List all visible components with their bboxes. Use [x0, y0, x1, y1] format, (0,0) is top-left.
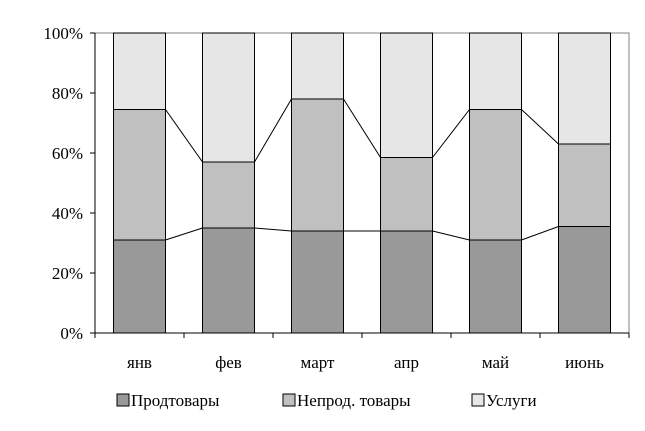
- series-line-2-1: [165, 109, 203, 163]
- series-line-2-4: [432, 109, 470, 158]
- bar-3-5: [469, 32, 522, 110]
- bar-1-4: [380, 230, 433, 334]
- x-tick-label-6: июнь: [565, 353, 604, 372]
- x-tick-label-4: апр: [394, 353, 419, 372]
- x-tick-label-1: янв: [127, 353, 152, 372]
- bar-3-2: [202, 32, 255, 163]
- x-tick-label-5: май: [482, 353, 509, 372]
- plot-frame: [94, 32, 630, 334]
- bar-1-5: [469, 239, 522, 334]
- y-tick-label-3: 40%: [52, 204, 83, 223]
- legend: Продтовары Непрод. товары Услуги: [116, 391, 537, 410]
- bar-2-2: [202, 161, 255, 229]
- bar-3-3: [291, 32, 344, 100]
- bar-3-1: [113, 32, 166, 110]
- legend-swatch-2: [282, 393, 296, 407]
- bar-3-4: [380, 32, 433, 158]
- bar-1-3: [291, 230, 344, 334]
- bar-2-5: [469, 109, 522, 241]
- bar-1-2: [202, 227, 255, 334]
- y-tick-label-6: 100%: [43, 24, 83, 43]
- series-line-1-4: [432, 230, 470, 241]
- y-tick-label-2: 20%: [52, 264, 83, 283]
- x-tick-label-3: март: [301, 353, 335, 372]
- y-tick-label-4: 60%: [52, 144, 83, 163]
- axes: 0% 20% 40% 60% 80% 100% янв фев март апр май июнь: [43, 24, 630, 372]
- y-tick-label-5: 80%: [52, 84, 83, 103]
- legend-swatch-3: [471, 393, 485, 407]
- legend-swatch-1: [116, 393, 130, 407]
- x-tick-label-2: фев: [215, 353, 242, 372]
- bar-2-4: [380, 157, 433, 232]
- series-line-2-5: [521, 109, 559, 145]
- bar-1-6: [558, 226, 611, 334]
- plot-area: [94, 32, 630, 334]
- legend-label-1: Продтовары: [131, 391, 220, 410]
- y-tick-label-1: 0%: [60, 324, 83, 343]
- series-line-1-2: [254, 227, 292, 232]
- legend-label-3: Услуги: [486, 391, 537, 410]
- bar-3-6: [558, 32, 611, 145]
- series-line-1-5: [521, 226, 559, 241]
- series-line-2-3: [343, 98, 381, 158]
- bar-2-6: [558, 143, 611, 227]
- legend-label-2: Непрод. товары: [297, 391, 411, 410]
- series-line-1-1: [165, 227, 203, 241]
- bar-2-1: [113, 109, 166, 241]
- bar-2-3: [291, 98, 344, 232]
- series-line-2-2: [254, 98, 292, 163]
- bar-1-1: [113, 239, 166, 334]
